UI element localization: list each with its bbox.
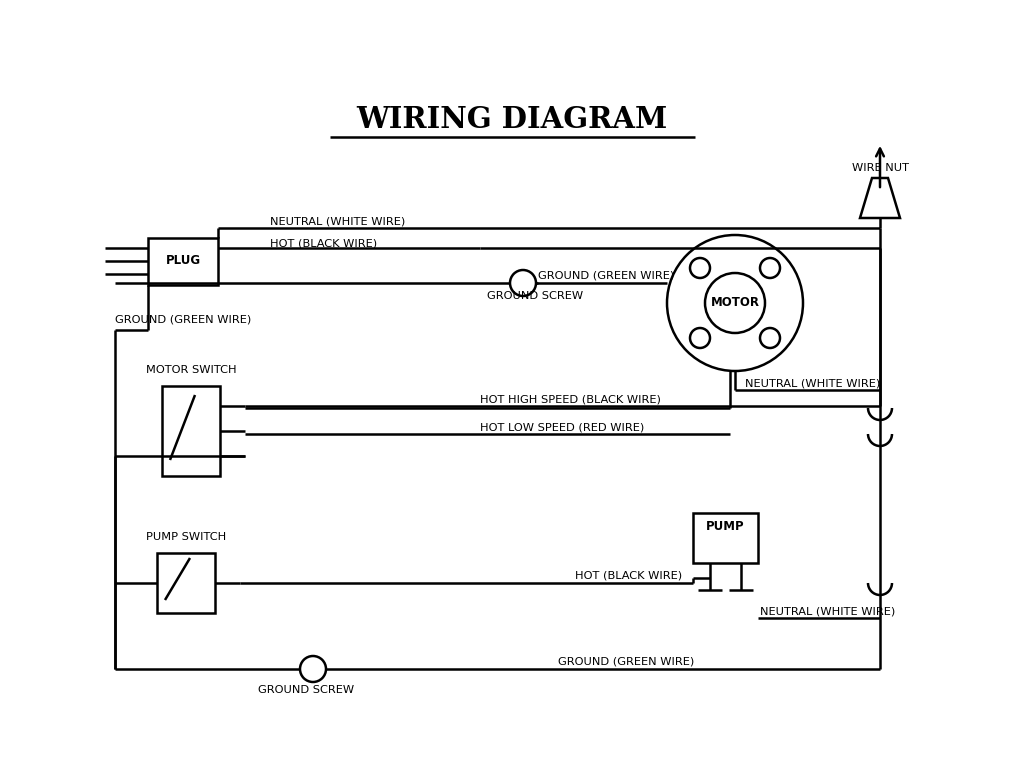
Text: GROUND SCREW: GROUND SCREW bbox=[487, 291, 583, 301]
Text: GROUND (GREEN WIRE): GROUND (GREEN WIRE) bbox=[115, 315, 251, 325]
Text: NEUTRAL (WHITE WIRE): NEUTRAL (WHITE WIRE) bbox=[760, 607, 895, 617]
Text: GROUND (GREEN WIRE): GROUND (GREEN WIRE) bbox=[558, 657, 694, 667]
Text: WIRE NUT: WIRE NUT bbox=[852, 163, 908, 173]
Bar bbox=[157, 553, 215, 613]
Text: MOTOR SWITCH: MOTOR SWITCH bbox=[145, 365, 237, 375]
Circle shape bbox=[760, 258, 780, 278]
Circle shape bbox=[690, 258, 710, 278]
Circle shape bbox=[300, 656, 326, 682]
Text: NEUTRAL (WHITE WIRE): NEUTRAL (WHITE WIRE) bbox=[270, 217, 406, 227]
Text: PUMP: PUMP bbox=[706, 521, 744, 534]
Bar bbox=[693, 513, 758, 563]
Text: PLUG: PLUG bbox=[166, 254, 201, 267]
Bar bbox=[162, 386, 220, 476]
Text: NEUTRAL (WHITE WIRE): NEUTRAL (WHITE WIRE) bbox=[745, 378, 881, 388]
Text: HOT HIGH SPEED (BLACK WIRE): HOT HIGH SPEED (BLACK WIRE) bbox=[480, 395, 660, 405]
Text: GROUND (GREEN WIRE): GROUND (GREEN WIRE) bbox=[538, 271, 674, 281]
Text: WIRING DIAGRAM: WIRING DIAGRAM bbox=[356, 105, 668, 134]
Circle shape bbox=[690, 328, 710, 348]
Text: HOT (BLACK WIRE): HOT (BLACK WIRE) bbox=[575, 571, 682, 581]
Text: PUMP SWITCH: PUMP SWITCH bbox=[145, 532, 226, 542]
Text: GROUND SCREW: GROUND SCREW bbox=[258, 685, 354, 695]
Circle shape bbox=[760, 328, 780, 348]
Text: HOT (BLACK WIRE): HOT (BLACK WIRE) bbox=[270, 238, 377, 248]
Circle shape bbox=[667, 235, 803, 371]
Polygon shape bbox=[860, 178, 900, 218]
Text: HOT LOW SPEED (RED WIRE): HOT LOW SPEED (RED WIRE) bbox=[480, 423, 644, 433]
Circle shape bbox=[510, 270, 536, 296]
Text: MOTOR: MOTOR bbox=[711, 296, 760, 310]
Circle shape bbox=[705, 273, 765, 333]
Bar bbox=[148, 238, 218, 285]
